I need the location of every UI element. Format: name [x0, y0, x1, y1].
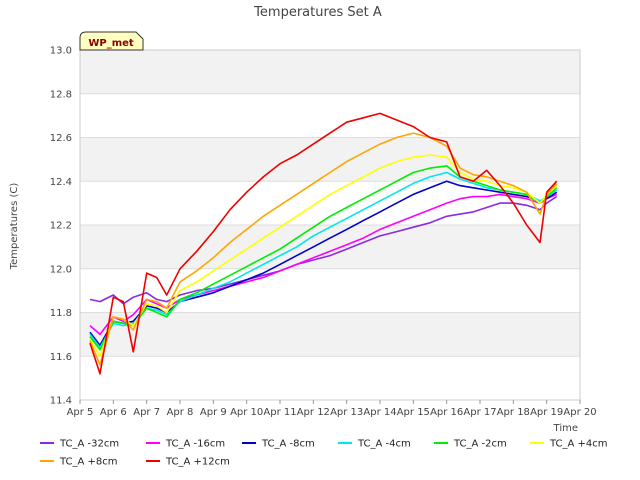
y-axis-ticks: 11.4 11.6 11.8 12.0 12.2 12.4 12.6 12.8 13.0 [50, 46, 72, 407]
x-tick-label: Apr 15 [397, 407, 430, 418]
x-tick-label: Apr 16 [430, 407, 463, 418]
x-tick-label: Apr 6 [100, 407, 127, 418]
y-tick-label: 11.6 [50, 352, 72, 363]
x-axis-ticks: Apr 5 Apr 6 Apr 7 Apr 8 Apr 9 Apr 10 Apr 11 Apr… [67, 400, 597, 418]
grid-band [80, 137, 580, 182]
x-tick-label: Apr 17 [463, 407, 496, 418]
site-badge-shape [79, 31, 144, 51]
legend-label: TC_A +8cm [59, 457, 118, 468]
series-line-5 [89, 154, 558, 358]
legend-item: TC_A -32cm [40, 439, 119, 450]
legend: TC_A -32cm TC_A -16cm TC_A -8cm TC_A -4cm TC… [40, 439, 608, 468]
y-tick-label: 12.8 [50, 89, 72, 100]
legend-label: TC_A +12cm [165, 457, 230, 468]
x-tick-label: Apr 5 [67, 407, 94, 418]
site-badge-label: WP_met [88, 38, 134, 49]
series-line-3 [89, 171, 558, 349]
grid-bands [80, 50, 580, 357]
series-line-4 [89, 165, 558, 351]
series-line-1 [89, 193, 558, 336]
x-tick-label: Apr 13 [330, 407, 363, 418]
series-lines [89, 112, 558, 375]
legend-item: TC_A +12cm [146, 457, 230, 468]
plot-frame [79, 49, 581, 401]
site-badge: WP_met [79, 31, 144, 51]
legend-label: TC_A +4cm [549, 439, 608, 450]
legend-label: TC_A -32cm [59, 439, 119, 450]
grid-band [80, 312, 580, 357]
x-tick-label: Apr 20 [563, 407, 596, 418]
y-tick-label: 13.0 [50, 46, 72, 57]
chart-title: Temperatures Set A [253, 5, 382, 20]
x-tick-label: Apr 19 [530, 407, 563, 418]
x-tick-label: Apr 11 [263, 407, 296, 418]
legend-item: TC_A -4cm [338, 439, 411, 450]
series-line-7 [89, 112, 558, 375]
legend-item: TC_A -16cm [146, 439, 225, 450]
legend-label: TC_A -16cm [165, 439, 225, 450]
x-axis-label: Time [553, 423, 578, 434]
x-tick-label: Apr 12 [297, 407, 330, 418]
x-tick-label: Apr 8 [167, 407, 194, 418]
legend-item: TC_A -2cm [434, 439, 507, 450]
grid-band [80, 50, 580, 94]
y-tick-label: 12.2 [50, 221, 72, 232]
y-tick-label: 11.4 [50, 396, 72, 407]
legend-item: TC_A +4cm [530, 439, 608, 450]
legend-label: TC_A -4cm [357, 439, 411, 450]
x-tick-label: Apr 7 [133, 407, 160, 418]
y-tick-label: 12.0 [50, 264, 72, 275]
x-tick-label: Apr 9 [200, 407, 227, 418]
x-tick-label: Apr 18 [497, 407, 530, 418]
y-tick-label: 12.4 [50, 177, 72, 188]
y-tick-label: 12.6 [50, 133, 72, 144]
legend-label: TC_A -8cm [261, 439, 315, 450]
x-tick-label: Apr 10 [230, 407, 263, 418]
y-tick-label: 11.8 [50, 308, 72, 319]
legend-label: TC_A -2cm [453, 439, 507, 450]
series-line-0 [89, 195, 558, 305]
y-axis-label: Temperatures (C) [9, 183, 20, 271]
x-tick-label: Apr 14 [363, 407, 396, 418]
grid-band [80, 225, 580, 269]
legend-item: TC_A -8cm [242, 439, 315, 450]
legend-item: TC_A +8cm [40, 457, 118, 468]
series-line-2 [89, 180, 558, 347]
